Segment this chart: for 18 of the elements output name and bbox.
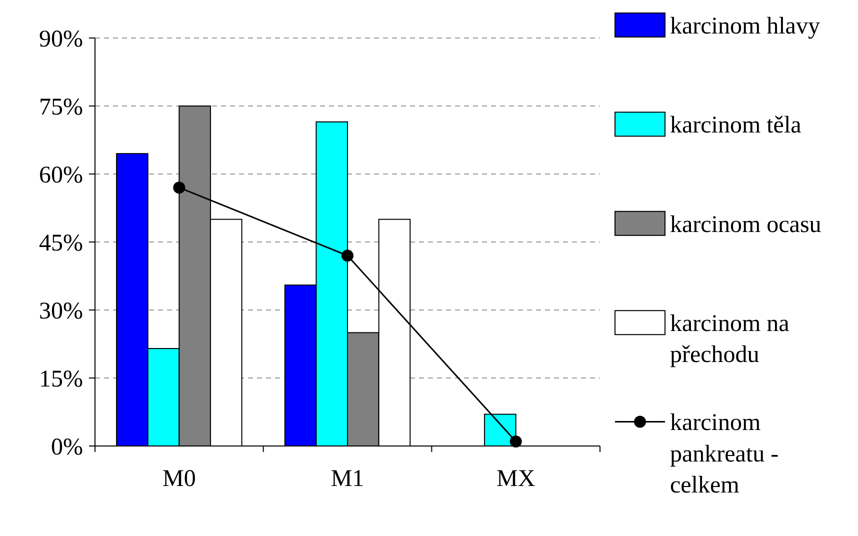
legend-label: karcinom těla bbox=[670, 112, 802, 139]
y-tick-label: 75% bbox=[39, 94, 83, 120]
y-tick-label: 60% bbox=[39, 162, 83, 188]
legend-label: karcinom hlavy bbox=[670, 13, 820, 40]
y-tick-label: 0% bbox=[51, 434, 83, 460]
point bbox=[342, 250, 354, 262]
point bbox=[173, 182, 186, 194]
y-tick-label: 15% bbox=[39, 366, 83, 392]
legend-label: karcinom na přechodu bbox=[670, 311, 790, 368]
y-tick-label: 90% bbox=[39, 26, 83, 52]
x-tick-label: M1 bbox=[330, 466, 364, 492]
legend-label: karcinom ocasu bbox=[670, 212, 822, 238]
x-tick-label: M0 bbox=[162, 466, 196, 492]
point bbox=[510, 435, 522, 448]
x-tick-label: MX bbox=[496, 466, 536, 492]
y-tick-label: 45% bbox=[39, 230, 83, 256]
y-tick-label: 30% bbox=[39, 298, 83, 324]
legend-label: karcinom pankreatu - celkem bbox=[670, 410, 779, 499]
